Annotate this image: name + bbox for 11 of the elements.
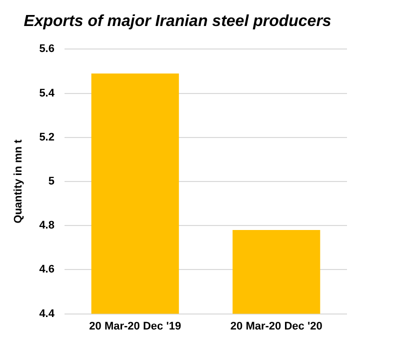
x-tick-label: 20 Mar-20 Dec '19 — [89, 320, 182, 332]
y-tick-label: 5.6 — [39, 43, 54, 56]
y-tick-label: 4.8 — [39, 220, 54, 232]
y-tick-label: 5 — [48, 176, 54, 188]
y-tick-label: 5.4 — [39, 87, 56, 100]
y-tick-label: 5.2 — [39, 131, 54, 144]
y-tick-label: 4.4 — [39, 308, 56, 320]
y-axis-title: Quantity in mn t — [12, 139, 25, 224]
x-tick-label: 20 Mar-20 Dec '20 — [230, 320, 322, 332]
y-tick-label: 4.6 — [39, 264, 54, 276]
chart-title: Exports of major Iranian steel producers — [24, 13, 332, 30]
